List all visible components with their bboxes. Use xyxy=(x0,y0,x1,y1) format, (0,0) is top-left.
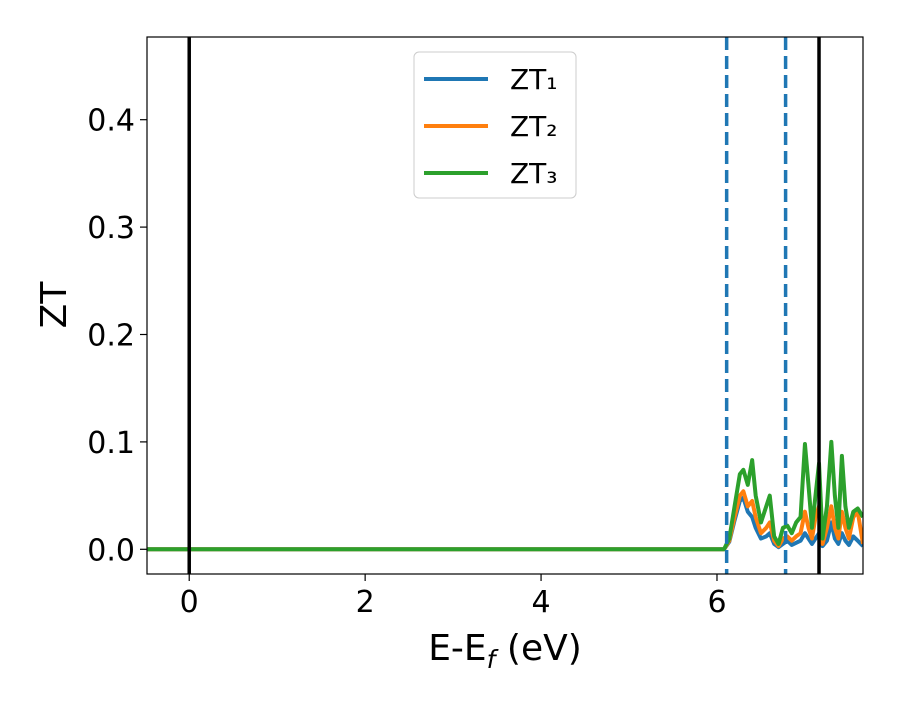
y-axis-label: ZT xyxy=(34,281,75,329)
x-tick-label: 6 xyxy=(707,585,726,620)
legend-label: ZT₃ xyxy=(510,157,558,190)
legend: ZT₁ ZT₂ ZT₃ xyxy=(413,51,577,199)
x-tick-label: 2 xyxy=(356,585,375,620)
x-tick-label: 0 xyxy=(180,585,199,620)
legend-box xyxy=(413,51,577,199)
x-label-part: E-E xyxy=(428,628,486,669)
legend-label: ZT₁ xyxy=(510,63,558,96)
x-label-part: (eV) xyxy=(495,628,581,669)
y-tick-label: 0.0 xyxy=(87,533,135,568)
y-tick-label: 0.4 xyxy=(87,104,135,139)
y-tick-label: 0.3 xyxy=(87,211,135,246)
plot-area xyxy=(147,37,863,574)
legend-label: ZT₂ xyxy=(510,110,558,143)
data-line xyxy=(147,439,863,552)
axes-frame xyxy=(146,36,864,575)
x-tick-label: 4 xyxy=(532,585,551,620)
y-tick-label: 0.1 xyxy=(87,426,135,461)
data-line xyxy=(147,489,863,552)
y-tick-label: 0.2 xyxy=(87,318,135,353)
x-axis-label: E-Ef (eV) xyxy=(428,628,582,674)
